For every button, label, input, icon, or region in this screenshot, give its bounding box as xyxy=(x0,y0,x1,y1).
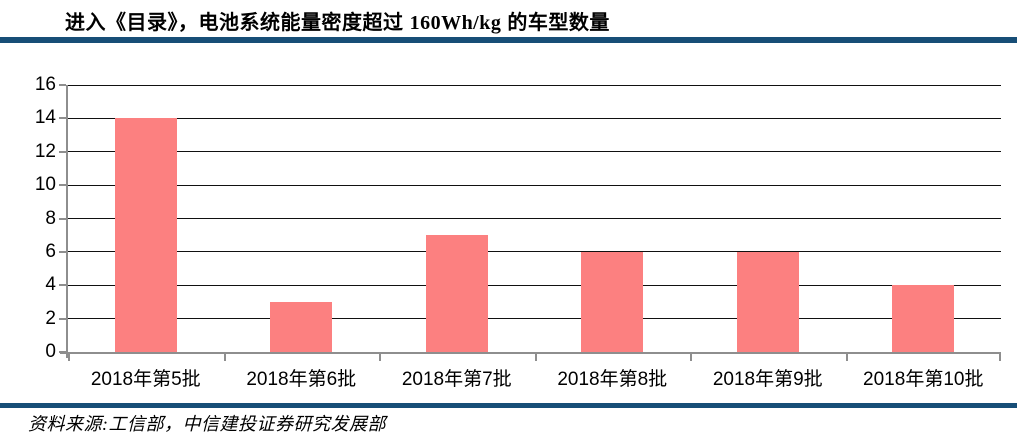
y-axis-tick xyxy=(59,117,66,120)
bar xyxy=(114,118,177,352)
x-axis-tick xyxy=(68,354,70,361)
y-tick-label: 16 xyxy=(34,74,56,95)
chart-title: 进入《目录》，电池系统能量密度超过 160Wh/kg 的车型数量 xyxy=(65,6,610,35)
chart-title-prefix: 进入《目录》，电池系统能量密度超过 xyxy=(65,12,410,34)
y-tick-label: 12 xyxy=(34,140,56,162)
y-axis-tick xyxy=(59,184,66,187)
bar xyxy=(270,301,333,352)
bar xyxy=(581,251,644,352)
gridline xyxy=(68,318,1001,320)
gridline xyxy=(68,218,1001,219)
x-axis-line xyxy=(60,352,1001,354)
y-axis-tick xyxy=(59,84,66,86)
bar xyxy=(736,251,799,352)
bottom-divider xyxy=(0,403,1017,408)
y-axis-tick xyxy=(59,351,66,353)
y-tick-label: 14 xyxy=(34,107,56,129)
x-tick-label: 2018年第8批 xyxy=(557,369,668,390)
y-tick-label: 0 xyxy=(45,341,56,362)
y-tick-label: 2 xyxy=(45,307,56,329)
x-axis-tick xyxy=(534,354,537,361)
x-axis-tick xyxy=(999,354,1001,361)
y-axis-tick xyxy=(59,150,66,153)
y-axis-tick xyxy=(59,317,66,320)
top-divider xyxy=(0,37,1017,43)
chart-title-suffix: 的车型数量 xyxy=(501,12,610,34)
y-axis-tick xyxy=(59,284,66,287)
source-note: 资料来源:工信部，中信建投证券研究发展部 xyxy=(28,414,386,434)
x-axis-tick xyxy=(379,354,381,361)
chart-title-en: 160Wh/kg xyxy=(409,12,502,34)
x-tick-label: 2018年第6批 xyxy=(246,369,357,390)
y-axis-tick xyxy=(59,250,66,253)
x-tick-label: 2018年第7批 xyxy=(401,369,512,390)
bar xyxy=(892,285,955,352)
gridline xyxy=(68,117,1001,119)
gridline xyxy=(68,284,1001,286)
gridline xyxy=(68,84,1001,86)
x-axis-labels: 2018年第5批 2018年第6批 2018年第7批 2018年第8批 2018年第9批… xyxy=(68,368,1001,398)
gridline xyxy=(68,251,1001,253)
gridline xyxy=(68,184,1001,186)
x-axis-tick xyxy=(845,354,848,361)
plot-area xyxy=(59,84,1001,361)
x-tick-label: 2018年第9批 xyxy=(712,369,823,390)
x-tick-label: 2018年第5批 xyxy=(90,369,201,390)
gridline xyxy=(68,151,1001,153)
x-axis-tick xyxy=(223,354,226,361)
y-tick-label: 4 xyxy=(45,274,56,296)
y-tick-label: 6 xyxy=(45,240,56,262)
y-tick-label: 8 xyxy=(45,207,56,229)
y-tick-label: 10 xyxy=(34,174,56,196)
y-axis-line xyxy=(66,85,68,358)
y-axis-labels: 0 2 4 6 8 10 12 14 16 xyxy=(0,75,56,362)
y-axis-tick xyxy=(59,217,66,220)
bar xyxy=(425,235,488,352)
x-tick-label: 2018年第10批 xyxy=(863,369,984,390)
x-axis-tick xyxy=(690,354,692,361)
